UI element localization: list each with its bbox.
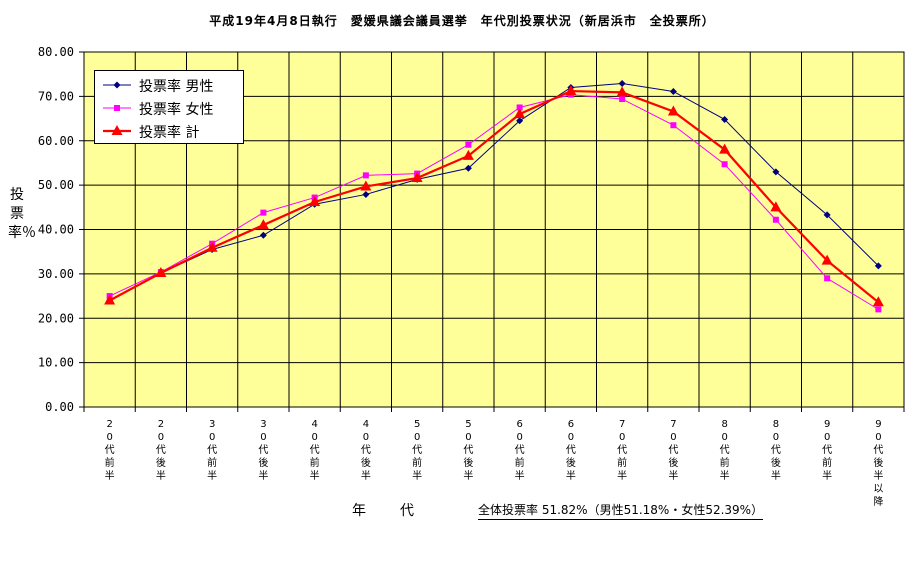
x-axis-ticks: 2 0 代前半 2 0 代後半 3 0 代前半 3 0 代後半 4 0 代前半 4 0 代後半 5 0 代前半 5 0 代後半…: [83, 407, 905, 508]
data-point: [721, 115, 729, 123]
data-point: [772, 216, 779, 223]
data-point: [618, 80, 626, 88]
x-tick-label: 2 0 代後半: [156, 419, 166, 482]
data-point: [719, 143, 731, 154]
x-tick-label: 9 0 代前半: [822, 419, 832, 482]
legend-label-male: 投票率 男性: [139, 79, 214, 95]
data-point: [206, 241, 218, 252]
x-axis-label: 年 代: [352, 503, 424, 519]
data-point: [872, 296, 884, 307]
series-0: [106, 80, 882, 304]
series-line: [109, 83, 879, 301]
legend-label-total: 投票率 計: [139, 125, 200, 141]
legend-item-male: 投票率 男性: [95, 74, 245, 96]
y-tick-label: 70.00: [38, 89, 74, 103]
data-point: [514, 108, 526, 119]
data-point: [565, 85, 577, 96]
data-point: [360, 180, 372, 191]
x-tick-label: 3 0 代前半: [207, 419, 217, 482]
data-point: [772, 168, 780, 176]
series-line: [109, 94, 879, 310]
y-tick-label: 40.00: [38, 223, 74, 237]
data-point: [362, 172, 369, 179]
data-point: [875, 306, 882, 313]
data-point: [619, 96, 626, 103]
series-line: [109, 89, 880, 304]
data-point: [104, 294, 116, 305]
legend: 投票率 男性 投票率 女性 投票率 計: [94, 70, 244, 144]
data-point: [464, 164, 472, 172]
y-tick-label: 60.00: [38, 134, 74, 148]
data-point: [821, 254, 833, 265]
data-point: [824, 275, 831, 282]
x-tick-label: 6 0 代前半: [515, 419, 525, 482]
legend-marker: [114, 105, 120, 111]
overall-turnout-note: 全体投票率 51.82%（男性51.18%・女性52.39%）: [478, 501, 764, 520]
x-tick-label: 7 0 代後半: [668, 419, 678, 482]
x-tick-label: 8 0 代後半: [771, 419, 781, 482]
data-point: [465, 141, 472, 148]
y-tick-label: 0.00: [45, 400, 74, 414]
legend-item-female: 投票率 女性: [95, 97, 245, 119]
data-point: [259, 231, 267, 239]
data-point: [667, 105, 679, 116]
data-point: [770, 201, 782, 212]
data-point: [309, 195, 321, 206]
y-tick-label: 10.00: [38, 356, 74, 370]
data-point: [721, 161, 728, 168]
data-point: [257, 219, 269, 230]
data-point: [362, 190, 370, 198]
legend-marker: [113, 81, 121, 89]
chart-title: 平成19年4月8日執行 愛媛県議会議員選挙 年代別投票状況（新居浜市 全投票所）: [209, 14, 715, 28]
x-tick-label: 8 0 代前半: [720, 419, 730, 482]
series-lines: [104, 80, 884, 313]
data-point: [874, 262, 882, 270]
data-point: [516, 117, 524, 125]
x-tick-label: 5 0 代前半: [412, 419, 422, 482]
legend-label-female: 投票率 女性: [139, 102, 214, 118]
x-tick-label: 4 0 代後半: [361, 419, 371, 482]
y-tick-label: 30.00: [38, 267, 74, 281]
y-tick-label: 50.00: [38, 178, 74, 192]
x-tick-label: 2 0 代前半: [105, 419, 115, 482]
data-point: [670, 122, 677, 129]
x-tick-label: 5 0 代後半: [463, 419, 473, 482]
data-point: [669, 87, 677, 95]
x-tick-label: 9 0 代後半以降: [873, 419, 883, 508]
legend-swatch-male: [103, 81, 131, 89]
y-tick-label: 80.00: [38, 45, 74, 59]
y-axis-label: 投票率％: [8, 187, 36, 241]
legend-item-total: 投票率 計: [95, 120, 245, 142]
legend-swatch-female: [103, 105, 131, 111]
data-point: [411, 172, 423, 183]
data-point: [462, 149, 474, 160]
data-point: [260, 209, 267, 216]
y-tick-label: 20.00: [38, 311, 74, 325]
x-tick-label: 3 0 代後半: [258, 419, 268, 482]
x-tick-label: 4 0 代前半: [310, 419, 320, 482]
x-tick-label: 7 0 代前半: [617, 419, 627, 482]
series-2: [104, 85, 884, 307]
data-point: [616, 86, 628, 97]
legend-marker: [111, 125, 123, 135]
data-point: [516, 104, 523, 111]
y-axis-ticks: 0.00 10.00 20.00 30.00 40.00 50.00 60.00 70.00 8…: [38, 45, 84, 414]
x-tick-label: 6 0 代後半: [566, 419, 576, 482]
data-point: [823, 211, 831, 219]
data-point: [155, 266, 167, 277]
legend-swatch-total: [103, 125, 131, 135]
